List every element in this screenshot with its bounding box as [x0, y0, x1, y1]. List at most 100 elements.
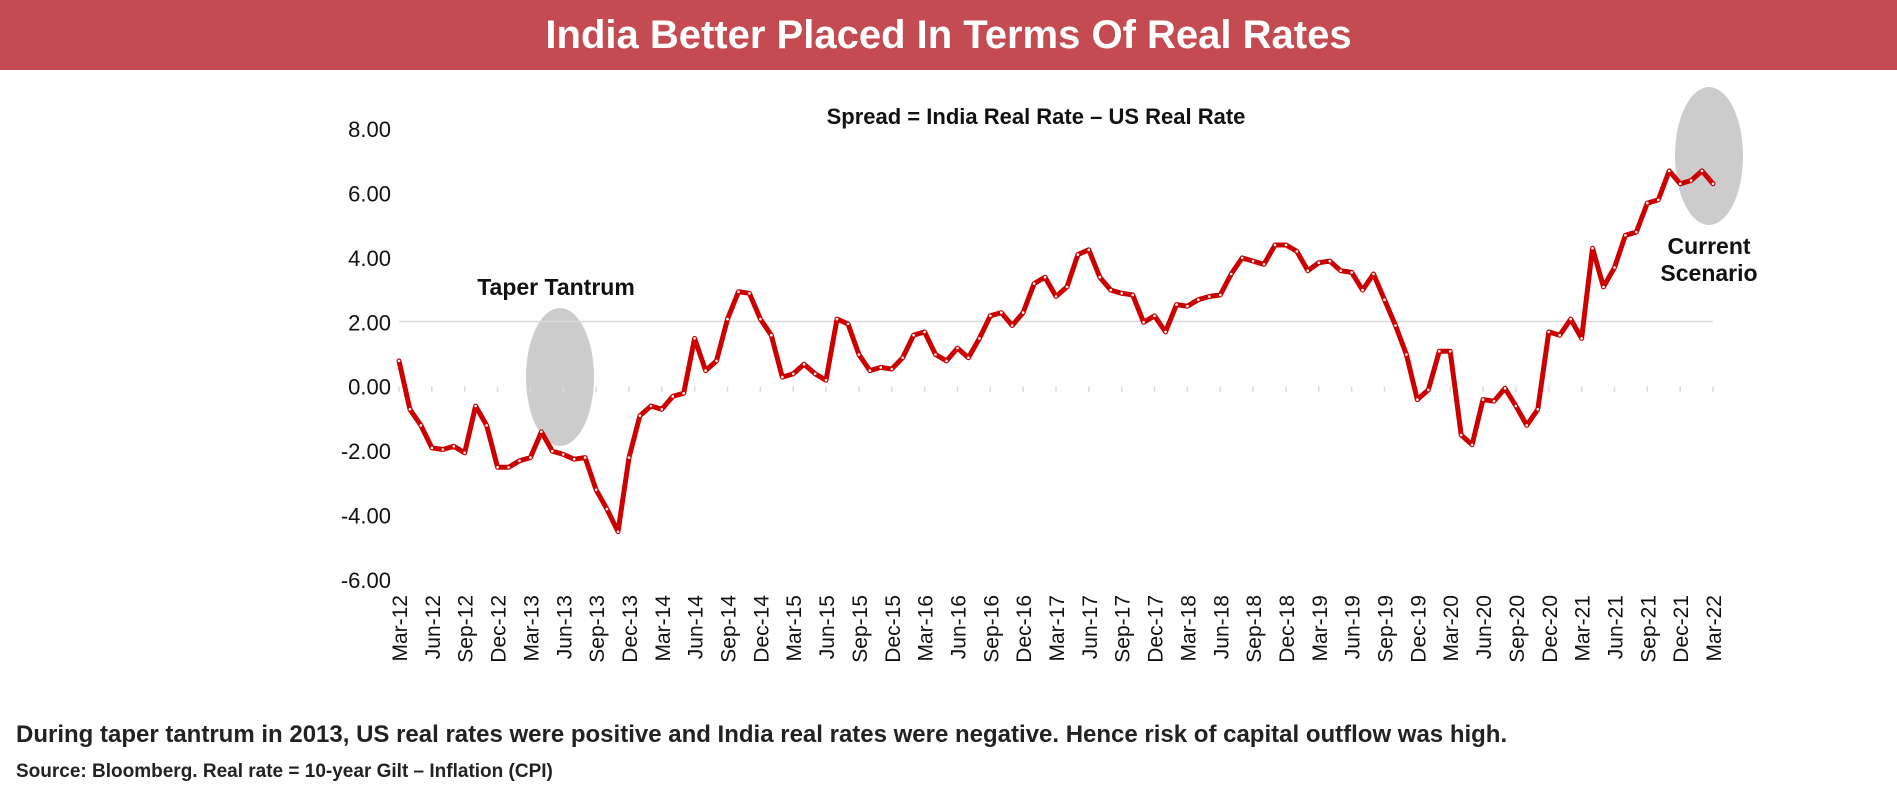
x-tick-label: Mar-19 — [1309, 595, 1332, 662]
data-point — [1613, 266, 1616, 269]
data-point — [463, 451, 467, 455]
data-point — [737, 290, 740, 293]
x-tick-label: Dec-17 — [1145, 595, 1168, 663]
data-point — [901, 356, 904, 360]
data-point — [430, 446, 434, 450]
data-point — [1525, 424, 1529, 427]
x-tick-label: Mar-21 — [1572, 595, 1595, 662]
data-point — [638, 414, 642, 418]
current-scenario-label-line1: Current — [1667, 233, 1750, 259]
data-point — [1383, 298, 1386, 301]
x-tick-label: Mar-18 — [1177, 595, 1200, 662]
data-point — [452, 445, 456, 448]
data-point — [1558, 333, 1561, 337]
data-point — [1580, 337, 1583, 340]
data-point — [835, 317, 839, 321]
data-point — [583, 456, 587, 459]
current-scenario-highlight — [1675, 87, 1743, 225]
x-tick-label: Jun-12 — [422, 595, 445, 659]
x-tick-label: Mar-15 — [783, 595, 806, 662]
data-point — [671, 395, 675, 398]
data-point — [857, 353, 861, 356]
data-point — [1010, 324, 1014, 327]
data-point — [496, 466, 499, 469]
data-point — [594, 488, 598, 492]
data-point — [1711, 182, 1715, 186]
data-point — [1328, 259, 1332, 263]
data-point — [1098, 275, 1102, 279]
x-tick-label: Jun-14 — [685, 595, 708, 660]
data-point — [649, 404, 653, 408]
data-point — [1700, 169, 1704, 173]
data-point — [868, 369, 872, 372]
data-point — [1208, 295, 1211, 298]
y-axis-labels: -6.00 -4.00 -2.00 0.00 2.00 4.00 6.00 8.00 — [341, 117, 391, 593]
y-tick-label: -6.00 — [341, 568, 391, 593]
x-tick-label: Mar-13 — [520, 595, 543, 662]
data-point — [704, 369, 707, 372]
data-point — [1273, 243, 1277, 247]
taper-tantrum-label: Taper Tantrum — [477, 274, 635, 300]
spread-annotation: Spread = India Real Rate – US Real Rate — [827, 104, 1246, 129]
y-tick-label: 4.00 — [348, 246, 391, 271]
data-point — [1043, 275, 1047, 279]
x-tick-label: Sep-12 — [455, 595, 478, 663]
data-point — [945, 359, 948, 363]
x-tick-label: Sep-21 — [1637, 595, 1660, 663]
data-point — [1569, 317, 1572, 321]
spread-line — [396, 168, 1716, 535]
x-tick-label: Sep-13 — [586, 595, 609, 663]
data-point — [715, 359, 718, 363]
data-point — [802, 362, 806, 366]
data-point — [1361, 288, 1364, 292]
data-point — [1262, 263, 1266, 266]
data-point — [1602, 285, 1605, 289]
data-point — [1394, 324, 1397, 327]
data-point — [1219, 293, 1222, 297]
data-point — [562, 453, 565, 456]
data-point — [989, 314, 992, 318]
data-point — [1120, 292, 1123, 295]
x-tick-label: Mar-22 — [1703, 595, 1726, 662]
data-point — [1317, 261, 1321, 264]
data-point — [1514, 404, 1518, 408]
data-point — [1087, 248, 1091, 252]
x-tick-label: Mar-17 — [1046, 595, 1069, 662]
data-point — [1142, 321, 1145, 324]
x-tick-label: Sep-20 — [1506, 595, 1529, 663]
data-point — [397, 359, 401, 363]
data-point — [1646, 201, 1649, 205]
data-point — [616, 530, 620, 533]
x-tick-label: Dec-15 — [882, 595, 905, 663]
x-tick-label: Mar-16 — [915, 595, 938, 662]
data-point — [1229, 272, 1233, 276]
data-point — [551, 449, 554, 453]
data-point — [726, 317, 729, 321]
x-tick-label: Jun-18 — [1210, 595, 1233, 659]
x-tick-label: Dec-20 — [1539, 595, 1562, 663]
data-point — [1405, 353, 1408, 356]
data-point — [978, 337, 981, 340]
data-point — [912, 333, 915, 337]
data-point — [1624, 234, 1627, 237]
data-point — [1459, 433, 1463, 437]
current-scenario-label-line2: Scenario — [1660, 260, 1757, 286]
data-point — [1635, 230, 1638, 234]
x-tick-label: Sep-15 — [849, 595, 872, 663]
x-tick-label: Dec-14 — [750, 595, 773, 663]
data-point — [1536, 408, 1540, 411]
data-point — [846, 322, 850, 326]
x-tick-label: Dec-12 — [488, 595, 511, 663]
data-point — [474, 404, 477, 408]
x-tick-label: Dec-21 — [1670, 595, 1693, 663]
data-point — [813, 372, 817, 376]
data-point — [1032, 282, 1036, 285]
data-point — [693, 337, 696, 340]
data-point — [1000, 311, 1003, 314]
data-point — [529, 456, 532, 459]
x-tick-label: Jun-20 — [1473, 595, 1496, 659]
data-point — [1054, 295, 1058, 298]
x-tick-label: Jun-15 — [816, 595, 839, 659]
x-tick-label: Sep-17 — [1112, 595, 1135, 663]
data-point — [1109, 288, 1113, 292]
